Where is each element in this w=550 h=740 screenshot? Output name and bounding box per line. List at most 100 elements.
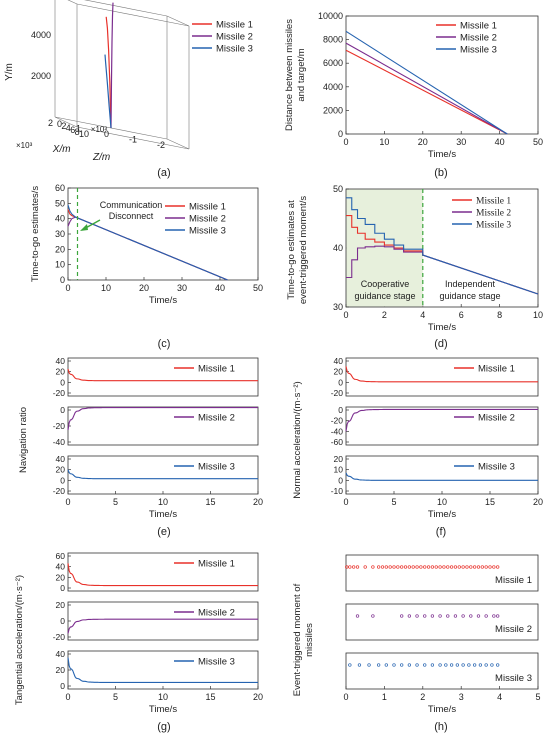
panel-a-legend-label-2: Missile 2 xyxy=(216,32,253,43)
panel-e-series-2-line xyxy=(67,407,258,431)
panel-h-event-marker-2 xyxy=(469,614,473,618)
panel-f-subplot-2-y-tick-label: -60 xyxy=(331,437,344,447)
caption-f: (f) xyxy=(436,526,446,538)
panel-a-box-edge xyxy=(54,116,78,128)
caption-b: (b) xyxy=(434,167,447,179)
panel-d-x-tick-label: 2 xyxy=(382,310,387,320)
panel-c-series-3-line xyxy=(67,204,228,281)
panel-e-subplot-2-y-tick-label: 0 xyxy=(60,405,65,415)
panel-g-subplot-1-y-tick-label: 60 xyxy=(56,551,66,561)
panel-h-event-marker-1 xyxy=(384,565,388,569)
panel-d-x-tick-label: 0 xyxy=(343,310,348,320)
panel-h-event-marker-3 xyxy=(467,663,471,667)
panel-g-series-3-line xyxy=(67,657,258,683)
panel-h-event-marker-1 xyxy=(438,565,442,569)
panel-b-y-tick-label: 4000 xyxy=(323,82,343,92)
panel-h-subplot-2: Missile 2 xyxy=(345,603,539,641)
panel-a-z-scale: ×10³ xyxy=(16,141,33,150)
panel-e-series-3-line xyxy=(67,469,258,480)
panel-b-x-tick-label: 20 xyxy=(418,137,428,147)
panel-h-event-marker-1 xyxy=(488,565,492,569)
panel-h-event-marker-3 xyxy=(423,663,427,667)
panel-a-z-tick-label: -2 xyxy=(157,140,165,150)
panel-c-y-tick-label: 0 xyxy=(60,275,65,285)
panel-b-x-tick-label: 0 xyxy=(343,137,348,147)
panel-g-legend-label-3: Missile 3 xyxy=(198,657,235,668)
panel-d-y-tick-label: 40 xyxy=(333,243,343,253)
panel-a-z-tick-label: 1 xyxy=(76,124,81,134)
panel-a-legend-label-3: Missile 3 xyxy=(216,44,253,55)
panel-h-event-marker-1 xyxy=(469,565,473,569)
panel-e-subplot-1-y-tick-label: 20 xyxy=(56,367,66,377)
panel-h-event-marker-1 xyxy=(352,565,356,569)
panel-c-annotation-arrowhead xyxy=(80,224,88,231)
panel-h-subplot-2-plot-frame xyxy=(345,603,539,641)
panel-h-event-marker-1 xyxy=(388,565,392,569)
panel-d-x-tick-label: 8 xyxy=(497,310,502,320)
panel-e-legend-label-2: Missile 2 xyxy=(198,413,235,424)
panel-g-subplot-3-y-tick-label: 20 xyxy=(56,665,66,675)
panel-g-legend-label-2: Missile 2 xyxy=(198,608,235,619)
panel-h-event-marker-3 xyxy=(376,663,381,667)
panel-h-event-marker-3 xyxy=(461,663,465,667)
panel-b-series-1-line xyxy=(345,49,508,135)
panel-c-legend-label-2: Missile 2 xyxy=(189,214,226,225)
panel-g-subplot-1-plot-frame xyxy=(67,552,259,592)
panel-a-x-scale: ×10³ xyxy=(91,125,108,134)
panel-h-event-marker-1 xyxy=(442,565,446,569)
panel-a-y-axis-label: Y/m xyxy=(4,63,15,81)
panel-h-event-marker-1 xyxy=(423,565,427,569)
panel-h-x-tick-label: 1 xyxy=(382,692,387,702)
panel-h-event-marker-3 xyxy=(484,663,488,667)
panel-h-subplot-3-plot-frame xyxy=(345,652,539,690)
panel-h-event-marker-1 xyxy=(355,565,360,569)
panel-f-subplot-3-y-tick-label: 10 xyxy=(334,465,344,475)
panel-f-x-tick-label: 5 xyxy=(391,497,396,507)
panel-b-x-tick-label: 30 xyxy=(456,137,466,147)
panel-h-event-marker-1 xyxy=(492,565,496,569)
panel-g-subplot-3-y-tick-label: 40 xyxy=(56,649,66,659)
panel-c-x-tick-label: 20 xyxy=(139,283,149,293)
panel-f-y-axis-label: Normal acceleration/(m·s⁻²) xyxy=(292,381,303,498)
panel-e-subplot-3-y-tick-label: 40 xyxy=(56,454,66,464)
panel-d-y-axis-label-line-1: Time-to-go estimates at xyxy=(286,200,297,300)
panel-d-y-tick-label: 30 xyxy=(333,302,343,312)
panel-h-event-marker-3 xyxy=(472,663,477,667)
panel-h-event-marker-2 xyxy=(496,614,500,618)
panel-f-series-2-line xyxy=(345,408,538,432)
panel-h-event-marker-2 xyxy=(423,614,427,618)
panel-c-y-axis-label: Time-to-go estimates/s xyxy=(30,186,41,283)
panel-e-subplot-2-y-tick-label: -20 xyxy=(53,421,66,431)
panel-b-legend-label-3: Missile 3 xyxy=(460,45,497,56)
panel-g-series-2-line xyxy=(67,618,258,634)
panel-f-subplot-2-plot-frame xyxy=(345,406,539,446)
panel-h-subplot-1: Missile 1 xyxy=(345,554,539,592)
panel-b-x-axis-label: Time/s xyxy=(428,149,456,160)
panel-g-x-tick-label: 15 xyxy=(205,692,215,702)
panel-b-y-tick-label: 10000 xyxy=(318,11,343,21)
panel-a-z-tick-label: 0 xyxy=(104,129,109,139)
panel-a-z-axis-label: Z/m xyxy=(92,152,110,163)
panel-h-event-marker-1 xyxy=(453,565,458,569)
panel-h-event-marker-3 xyxy=(438,663,442,667)
panel-h-event-marker-1 xyxy=(415,565,419,569)
panel-g-subplot-2-y-tick-label: 0 xyxy=(60,616,65,626)
panel-e-y-axis-label: Navigation ratio xyxy=(18,407,29,473)
panel-f-x-tick-label: 10 xyxy=(437,497,447,507)
panel-h: Missile 1 Missile 2 Missile 3 0 1 2 3 4 5 Time/s E… xyxy=(292,554,541,715)
panel-h-subplot-3: Missile 3 0 1 2 3 4 5 xyxy=(343,652,541,702)
panel-f-x-tick-label: 0 xyxy=(343,497,348,507)
panel-c-x-tick-label: 50 xyxy=(253,283,263,293)
panel-e-x-tick-label: 5 xyxy=(113,497,118,507)
panel-c-y-tick-label: 20 xyxy=(55,244,65,254)
panel-g-x-tick-label: 0 xyxy=(65,692,70,702)
panel-h-event-marker-2 xyxy=(476,614,481,618)
panel-a-x-tick-label: 6 xyxy=(70,125,75,135)
panel-h-subplot-label-2: Missile 2 xyxy=(495,624,532,635)
panel-h-event-marker-2 xyxy=(430,614,435,618)
caption-d: (d) xyxy=(434,338,447,350)
panel-h-subplot-1-plot-frame xyxy=(345,554,539,592)
panel-b-series-2-line xyxy=(345,42,508,135)
panel-e-subplot-1-plot-frame xyxy=(67,357,259,397)
